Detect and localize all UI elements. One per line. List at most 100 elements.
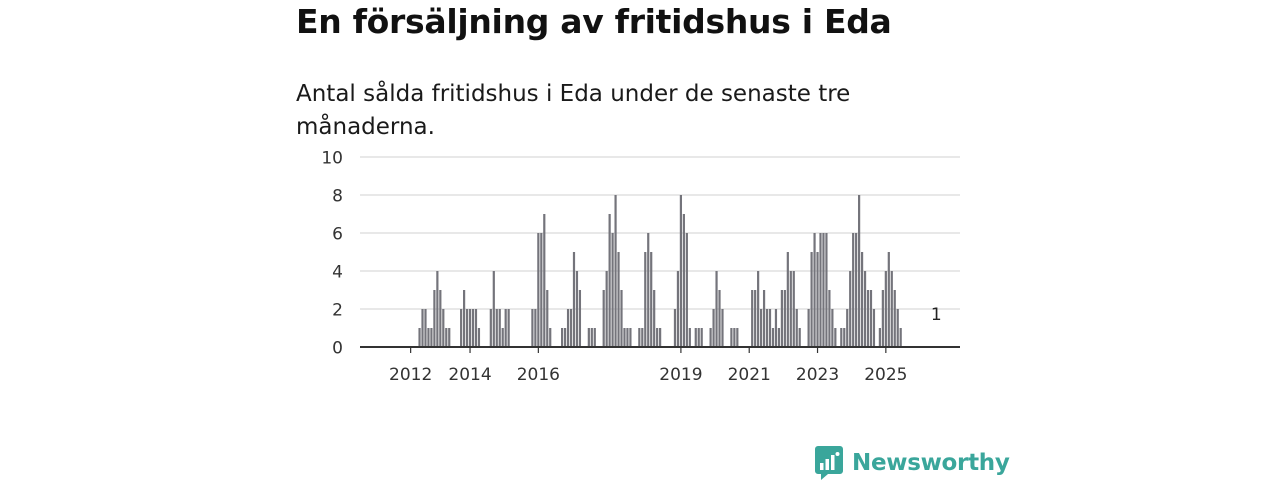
bar bbox=[899, 328, 902, 347]
bar bbox=[650, 252, 653, 347]
bar bbox=[816, 252, 819, 347]
grid-lines bbox=[360, 156, 960, 310]
bar bbox=[869, 290, 873, 347]
bar bbox=[638, 328, 641, 347]
bar bbox=[474, 309, 478, 347]
bar bbox=[424, 309, 427, 347]
x-tick-label: 2021 bbox=[728, 365, 771, 385]
bar bbox=[507, 309, 510, 347]
bar bbox=[501, 328, 504, 347]
bar bbox=[700, 328, 703, 347]
bar bbox=[777, 328, 781, 347]
bar bbox=[840, 328, 843, 347]
bar bbox=[697, 328, 700, 347]
bar bbox=[852, 233, 855, 347]
bar bbox=[471, 309, 475, 347]
bar bbox=[561, 328, 564, 347]
bar bbox=[605, 271, 608, 347]
bar bbox=[620, 290, 623, 347]
bar bbox=[566, 309, 570, 347]
bar bbox=[757, 271, 760, 347]
chart-subtitle: Antal sålda fritidshus i Eda under de se… bbox=[296, 81, 851, 140]
x-tick-label: 2016 bbox=[517, 365, 560, 385]
axes bbox=[360, 346, 960, 353]
bar bbox=[855, 233, 858, 347]
bar bbox=[866, 290, 870, 347]
x-tick-label: 2019 bbox=[659, 365, 702, 385]
bar bbox=[442, 309, 445, 347]
bar bbox=[647, 233, 650, 347]
bar bbox=[682, 214, 685, 347]
bar bbox=[617, 252, 620, 347]
bar bbox=[751, 290, 754, 347]
bar bbox=[760, 309, 763, 347]
bar bbox=[673, 309, 677, 347]
bar bbox=[813, 233, 816, 347]
bar bbox=[795, 309, 798, 347]
bar bbox=[504, 309, 507, 347]
bar bbox=[477, 328, 481, 347]
bar bbox=[768, 309, 772, 347]
x-tick-label: 2025 bbox=[864, 365, 907, 385]
bar bbox=[730, 328, 733, 347]
bar bbox=[537, 233, 540, 347]
x-tick-label: 2012 bbox=[389, 365, 432, 385]
bar bbox=[774, 309, 778, 347]
newsworthy-logo[interactable]: Newsworthy bbox=[815, 446, 1010, 480]
bar bbox=[656, 328, 659, 347]
bar bbox=[843, 328, 846, 347]
bar bbox=[644, 252, 647, 347]
bar bbox=[718, 290, 721, 347]
bar bbox=[834, 328, 837, 347]
bar bbox=[819, 233, 822, 347]
bar bbox=[543, 214, 546, 347]
bar bbox=[860, 252, 864, 347]
bar bbox=[878, 328, 881, 347]
bar bbox=[881, 290, 884, 347]
bar bbox=[614, 195, 617, 347]
bar bbox=[465, 309, 469, 347]
bar bbox=[792, 271, 795, 347]
bar bbox=[736, 328, 739, 347]
bar bbox=[439, 290, 442, 347]
bar bbox=[468, 309, 472, 347]
bar bbox=[653, 290, 656, 347]
bar bbox=[593, 328, 596, 347]
bar bbox=[712, 309, 715, 347]
bar bbox=[863, 271, 867, 347]
bar bbox=[489, 309, 492, 347]
bar bbox=[463, 290, 466, 347]
bar bbox=[807, 309, 810, 347]
bar bbox=[611, 233, 614, 347]
bar bbox=[709, 328, 712, 347]
bar bbox=[629, 328, 632, 347]
bar bbox=[887, 252, 890, 347]
bar bbox=[822, 233, 825, 347]
bar bbox=[733, 328, 736, 347]
brand-name: Newsworthy bbox=[852, 450, 1010, 476]
data-label: 1 bbox=[931, 305, 942, 325]
bar-chart: 0 2 4 6 8 10 2012 2014 2016 2019 2021 2023 2025 1 bbox=[321, 149, 960, 385]
bar bbox=[590, 328, 593, 347]
bar bbox=[445, 328, 448, 347]
bar bbox=[546, 290, 549, 347]
bar bbox=[659, 328, 662, 347]
bar bbox=[780, 290, 783, 347]
bar bbox=[587, 328, 590, 347]
bar bbox=[810, 252, 813, 347]
bar bbox=[578, 290, 582, 347]
bar bbox=[641, 328, 644, 347]
bar bbox=[433, 290, 436, 347]
bar bbox=[685, 233, 688, 347]
bar bbox=[890, 271, 893, 347]
y-tick-label: 0 bbox=[332, 339, 343, 359]
bar bbox=[534, 309, 537, 347]
y-tick-label: 6 bbox=[332, 225, 343, 245]
bar bbox=[715, 271, 718, 347]
bar bbox=[418, 328, 421, 347]
bar bbox=[608, 214, 611, 347]
bar bbox=[694, 328, 697, 347]
bar bbox=[549, 328, 552, 347]
x-tick-label: 2023 bbox=[796, 365, 839, 385]
bar bbox=[754, 290, 757, 347]
